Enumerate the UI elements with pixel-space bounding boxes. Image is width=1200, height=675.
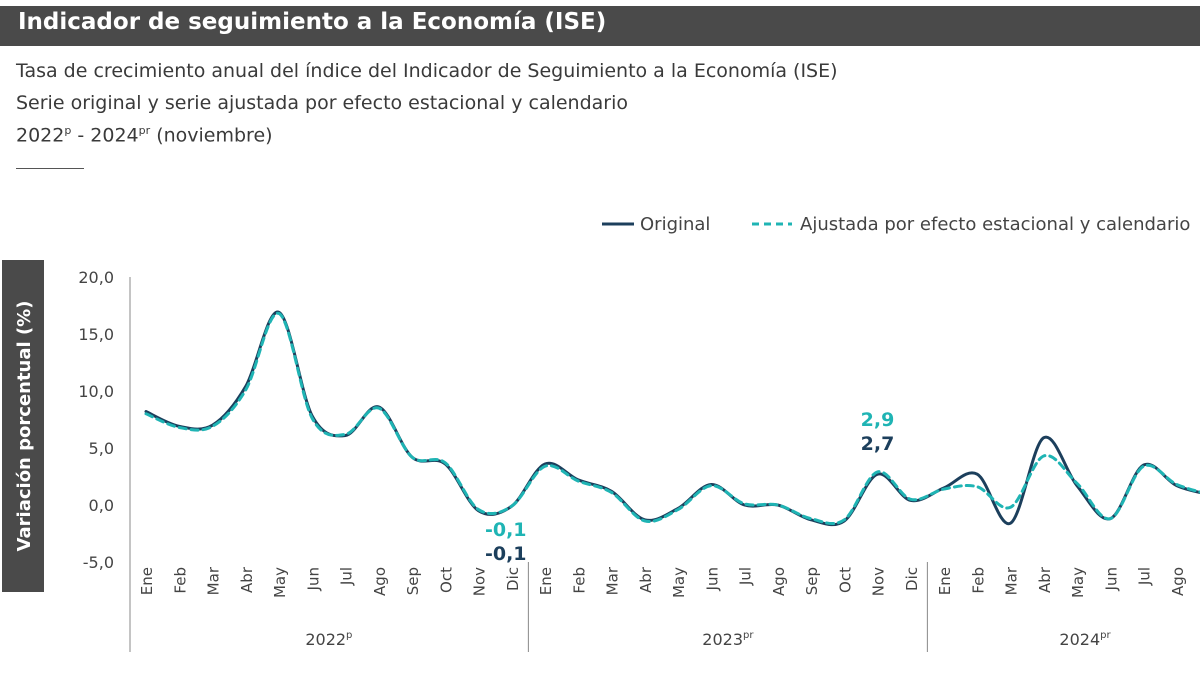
period-start: 2022 bbox=[16, 124, 65, 147]
x-tick-label: Ene bbox=[936, 567, 954, 595]
x-tick-label: Mar bbox=[604, 566, 622, 595]
y-tick-label: 10,0 bbox=[78, 382, 114, 401]
year-label: 2023pr bbox=[702, 630, 754, 649]
y-tick-label: 5,0 bbox=[89, 439, 114, 458]
x-tick-label: Sep bbox=[803, 567, 821, 595]
y-tick-label: 15,0 bbox=[78, 325, 114, 344]
x-tick-label: Nov bbox=[870, 567, 888, 596]
x-tick-label: Mar bbox=[205, 566, 223, 595]
x-tick-label: May bbox=[1069, 567, 1087, 598]
x-tick-label: Sep bbox=[404, 567, 422, 595]
x-tick-label: Ene bbox=[138, 567, 156, 595]
x-tick-label: Oct bbox=[437, 567, 455, 593]
line-chart: Variación porcentual (%) 20,0 15,0 10,0 5,0 0… bbox=[2, 214, 1200, 652]
subtitle-line-3: 2022p - 2024pr (noviembre) bbox=[16, 124, 273, 146]
x-tick-label: Ago bbox=[1169, 567, 1187, 596]
y-axis-label: Variación porcentual (%) bbox=[14, 301, 35, 552]
period-end: - 2024 bbox=[71, 124, 139, 147]
x-tick-label: Jul bbox=[1136, 567, 1154, 586]
x-tick-label: Jul bbox=[737, 567, 755, 586]
x-tick-label: Feb bbox=[969, 567, 987, 594]
x-tick-label: Abr bbox=[1036, 566, 1054, 593]
x-tick-label: Ago bbox=[770, 567, 788, 596]
period-end-sup: pr bbox=[138, 124, 151, 137]
x-tick-label: Abr bbox=[238, 566, 256, 593]
legend-original-label: Original bbox=[640, 214, 710, 235]
x-tick-label: Jun bbox=[1102, 567, 1120, 591]
x-tick-label: Jun bbox=[703, 567, 721, 591]
data-label: -0,1 bbox=[485, 519, 527, 541]
x-tick-label: Mar bbox=[1003, 566, 1021, 595]
y-tick-label: -5,0 bbox=[83, 553, 114, 572]
subtitle-divider bbox=[16, 168, 84, 169]
subtitle-line-1: Tasa de crecimiento anual del índice del… bbox=[16, 60, 838, 82]
x-tick-label: Abr bbox=[637, 566, 655, 593]
x-tick-label: Jul bbox=[338, 567, 356, 586]
chart-title: Indicador de seguimiento a la Economía (… bbox=[18, 9, 607, 35]
x-tick-label: Jun bbox=[304, 567, 322, 591]
y-tick-label: 0,0 bbox=[89, 496, 114, 515]
period-note: (noviembre) bbox=[150, 124, 273, 147]
x-tick-label: Ene bbox=[537, 567, 555, 595]
series-ajustada-line bbox=[144, 311, 1200, 526]
title-bar: Indicador de seguimiento a la Economía (… bbox=[0, 6, 1200, 46]
y-tick-label: 20,0 bbox=[78, 268, 114, 287]
year-label: 2024pr bbox=[1059, 630, 1111, 649]
year-label: 2022p bbox=[305, 630, 352, 649]
x-tick-label: Dic bbox=[903, 567, 921, 591]
x-tick-label: Feb bbox=[570, 567, 588, 594]
data-label: 2,9 bbox=[861, 409, 895, 431]
x-tick-label: Oct bbox=[836, 567, 854, 593]
x-tick-label: Nov bbox=[471, 567, 489, 596]
data-label: -0,1 bbox=[485, 543, 527, 565]
x-tick-label: Ago bbox=[371, 567, 389, 596]
x-tick-label: May bbox=[670, 567, 688, 598]
subtitle-line-2: Serie original y serie ajustada por efec… bbox=[16, 92, 629, 114]
x-tick-label: Feb bbox=[171, 567, 189, 594]
series-original-line bbox=[144, 310, 1200, 527]
x-tick-label: May bbox=[271, 567, 289, 598]
x-tick-label: Dic bbox=[504, 567, 522, 591]
data-label: 2,7 bbox=[861, 433, 895, 455]
ylabel-background bbox=[2, 260, 44, 592]
legend-ajustada-label: Ajustada por efecto estacional y calenda… bbox=[800, 214, 1190, 235]
period-start-sup: p bbox=[64, 124, 72, 137]
